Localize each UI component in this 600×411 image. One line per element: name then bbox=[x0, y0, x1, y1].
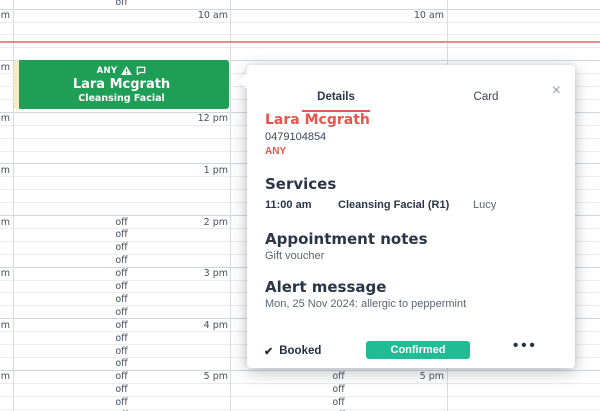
appointment-notes-text: Gift voucher bbox=[265, 250, 325, 262]
gridline-hour bbox=[0, 60, 600, 62]
gridline-hour bbox=[0, 369, 600, 371]
time-label: 10 am bbox=[197, 10, 228, 22]
appointment-popup: Details Card × Lara Mcgrath 0479104854 A… bbox=[238, 65, 575, 368]
more-options-button[interactable]: ••• bbox=[513, 337, 538, 354]
clipped-time-label: m bbox=[0, 10, 10, 22]
roster-off-cell[interactable]: off bbox=[115, 384, 128, 396]
appointment-notes-heading: Appointment notes bbox=[265, 230, 428, 248]
roster-off-cell[interactable]: off bbox=[115, 306, 128, 318]
time-label: 5 pm bbox=[419, 371, 444, 383]
roster-off-cell[interactable]: off bbox=[332, 371, 345, 383]
current-time-indicator bbox=[0, 40, 600, 43]
roster-off-cell[interactable]: off bbox=[115, 242, 128, 254]
confirmed-button[interactable]: Confirmed bbox=[366, 341, 470, 359]
appointment-block[interactable]: ANY Lara Mcgrath Cleansing Facial bbox=[14, 60, 229, 109]
time-label: 3 pm bbox=[203, 268, 228, 280]
booking-status: ✔ Booked bbox=[264, 342, 321, 360]
time-label: 2 pm bbox=[203, 216, 228, 228]
roster-off-cell[interactable]: off bbox=[115, 216, 128, 228]
check-icon: ✔ bbox=[264, 345, 274, 358]
gridline-slot bbox=[0, 34, 600, 36]
roster-off-cell[interactable]: off bbox=[115, 371, 128, 383]
appointment-flag-row: ANY bbox=[97, 66, 147, 76]
services-heading: Services bbox=[265, 175, 337, 193]
roster-off-cell[interactable]: off bbox=[115, 255, 128, 267]
column-divider bbox=[13, 0, 14, 411]
roster-off-cell[interactable]: off bbox=[115, 0, 128, 9]
clipped-time-label: m bbox=[0, 371, 10, 383]
chat-icon bbox=[136, 66, 146, 75]
popup-arrow bbox=[238, 73, 247, 89]
clipped-time-label: m bbox=[0, 164, 10, 176]
alert-message-heading: Alert message bbox=[265, 278, 387, 296]
clipped-time-label: m bbox=[0, 216, 10, 228]
time-label: 4 pm bbox=[203, 319, 228, 331]
gridline-slot bbox=[0, 21, 600, 23]
service-name: Cleansing Facial (R1) bbox=[338, 199, 450, 211]
service-staff: Lucy bbox=[473, 199, 497, 211]
active-tab-underline bbox=[302, 110, 370, 112]
clipped-time-label: m bbox=[0, 268, 10, 280]
column-divider bbox=[230, 0, 231, 411]
clipped-time-label: m bbox=[0, 61, 10, 73]
client-phone: 0479104854 bbox=[265, 131, 327, 143]
roster-off-cell[interactable]: off bbox=[115, 358, 128, 370]
booking-status-label: Booked bbox=[279, 345, 322, 357]
service-time: 11:00 am bbox=[265, 199, 312, 211]
appointment-client-name: Lara Mcgrath bbox=[72, 76, 171, 92]
client-flag: ANY bbox=[265, 146, 287, 157]
appointment-color-strip bbox=[14, 60, 19, 109]
time-label: 12 pm bbox=[197, 113, 228, 125]
roster-off-cell[interactable]: off bbox=[115, 319, 128, 331]
appointment-service-name: Cleansing Facial bbox=[78, 92, 165, 104]
roster-off-cell[interactable]: off bbox=[115, 268, 128, 280]
gridline-slot bbox=[0, 408, 600, 410]
tab-card[interactable]: Card bbox=[473, 91, 499, 103]
gridline-hour bbox=[0, 8, 600, 10]
gridline-slot bbox=[0, 382, 600, 384]
warning-icon bbox=[121, 66, 133, 75]
roster-off-cell[interactable]: off bbox=[115, 293, 128, 305]
alert-message-text: Mon, 25 Nov 2024: allergic to peppermint bbox=[265, 298, 467, 310]
clipped-time-label: m bbox=[0, 113, 10, 125]
roster-off-cell[interactable]: off bbox=[115, 397, 128, 409]
close-icon[interactable]: × bbox=[551, 82, 561, 99]
roster-off-cell[interactable]: off bbox=[115, 332, 128, 344]
time-label: 1 pm bbox=[203, 164, 228, 176]
roster-off-cell[interactable]: off bbox=[332, 384, 345, 396]
roster-off-cell[interactable]: off bbox=[332, 397, 345, 409]
time-label: 5 pm bbox=[203, 371, 228, 383]
roster-off-cell[interactable]: off bbox=[115, 345, 128, 357]
time-label: 10 am bbox=[413, 10, 444, 22]
clipped-time-label: m bbox=[0, 319, 10, 331]
gridline-slot bbox=[0, 395, 600, 397]
tab-details[interactable]: Details bbox=[317, 91, 355, 103]
roster-off-cell[interactable]: off bbox=[115, 229, 128, 241]
roster-off-cell[interactable]: off bbox=[115, 281, 128, 292]
gridline-slot bbox=[0, 47, 600, 49]
appointment-flag-label: ANY bbox=[96, 65, 118, 76]
client-name-link[interactable]: Lara Mcgrath bbox=[265, 112, 370, 128]
